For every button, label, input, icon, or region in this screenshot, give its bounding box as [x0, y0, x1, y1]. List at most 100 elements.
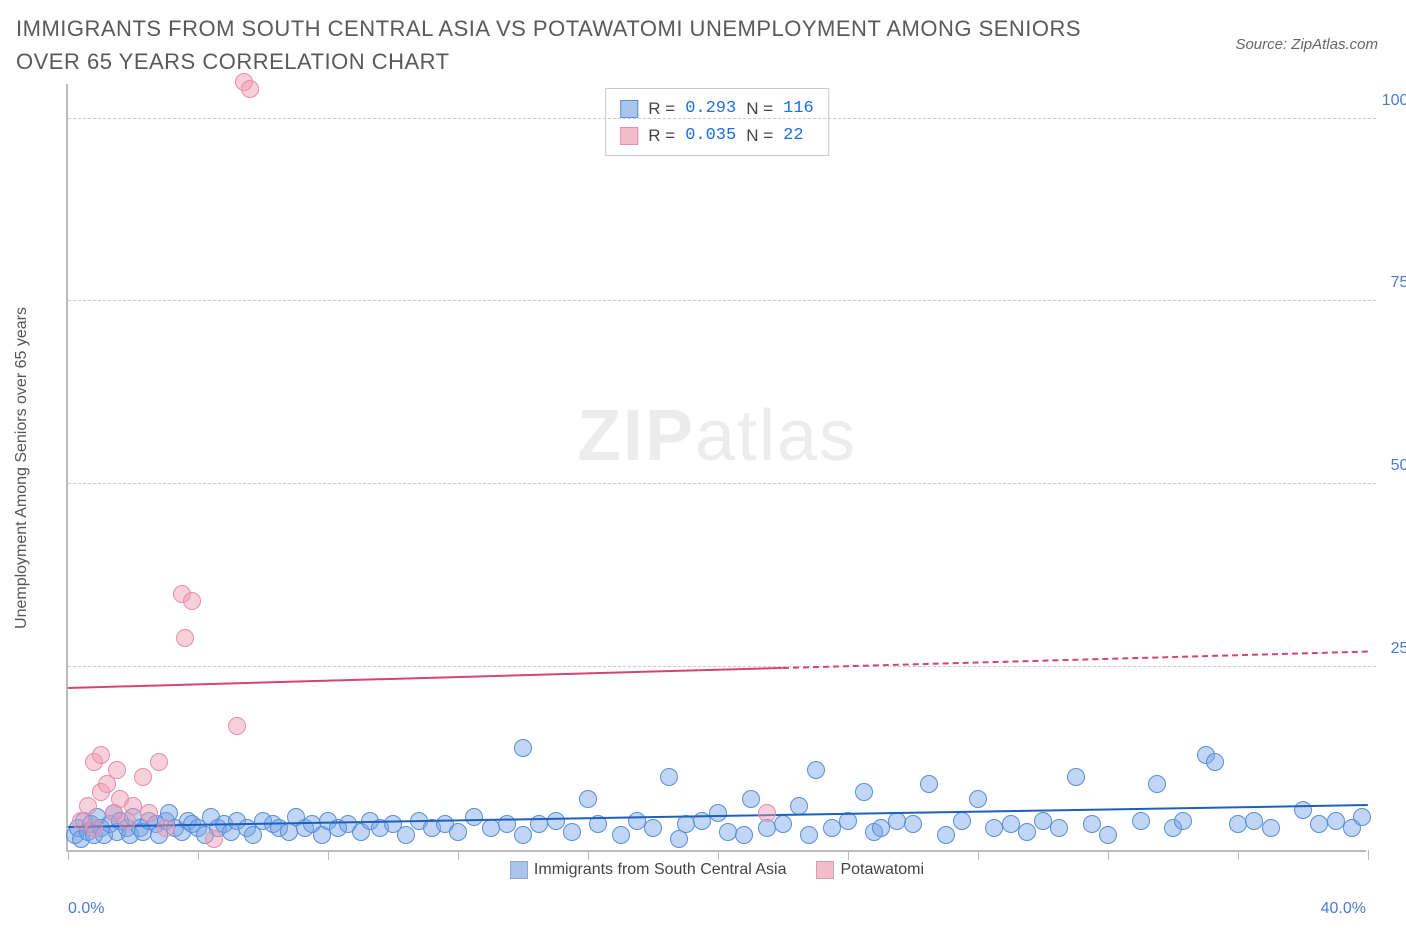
data-point: [677, 815, 695, 833]
stats-row-1: R = 0.035 N = 22: [620, 122, 814, 149]
legend-bottom: Immigrants from South Central Asia Potaw…: [510, 861, 924, 879]
legend-item-1: Potawatomi: [816, 861, 924, 879]
data-point: [1132, 812, 1150, 830]
data-point: [449, 823, 467, 841]
watermark-light: atlas: [695, 396, 857, 476]
data-point: [937, 826, 955, 844]
data-point: [1018, 823, 1036, 841]
data-point: [807, 761, 825, 779]
data-point: [790, 797, 808, 815]
data-point: [1294, 801, 1312, 819]
data-point: [985, 819, 1003, 837]
data-point: [1229, 815, 1247, 833]
data-point: [482, 819, 500, 837]
data-point: [969, 790, 987, 808]
data-point: [1067, 768, 1085, 786]
legend-swatch-0: [510, 861, 528, 879]
scatter-plot: ZIPatlas R = 0.293 N = 116 R = 0.035 N =…: [66, 84, 1366, 852]
data-point: [563, 823, 581, 841]
data-point: [855, 783, 873, 801]
gridline: [68, 666, 1376, 667]
legend-label-1: Potawatomi: [840, 861, 924, 879]
data-point: [514, 739, 532, 757]
x-tick: [1238, 850, 1239, 860]
data-point: [1353, 808, 1371, 826]
x-tick-label-right: 40.0%: [1321, 900, 1366, 918]
legend-swatch-1: [816, 861, 834, 879]
data-point: [547, 812, 565, 830]
data-point: [134, 768, 152, 786]
legend-label-0: Immigrants from South Central Asia: [534, 861, 787, 879]
data-point: [79, 797, 97, 815]
data-point: [514, 826, 532, 844]
data-point: [85, 819, 103, 837]
x-tick-label-left: 0.0%: [68, 900, 104, 918]
data-point: [150, 753, 168, 771]
data-point: [719, 823, 737, 841]
data-point: [904, 815, 922, 833]
data-point: [1310, 815, 1328, 833]
watermark: ZIPatlas: [577, 395, 857, 477]
data-point: [1083, 815, 1101, 833]
stats-legend: R = 0.293 N = 116 R = 0.035 N = 22: [605, 88, 829, 156]
data-point: [465, 808, 483, 826]
data-point: [800, 826, 818, 844]
y-tick-label: 100.0%: [1376, 92, 1406, 110]
data-point: [157, 819, 175, 837]
x-tick: [588, 850, 589, 860]
stats-n-label-1: N =: [746, 122, 773, 149]
data-point: [205, 830, 223, 848]
data-point: [1050, 819, 1068, 837]
trend-line: [68, 667, 783, 689]
data-point: [140, 804, 158, 822]
x-tick: [198, 850, 199, 860]
data-point: [660, 768, 678, 786]
stats-n-value-1: 22: [783, 122, 803, 149]
x-tick: [328, 850, 329, 860]
chart-title: IMMIGRANTS FROM SOUTH CENTRAL ASIA VS PO…: [16, 12, 1146, 78]
legend-item-0: Immigrants from South Central Asia: [510, 861, 787, 879]
stats-r-label-1: R =: [648, 122, 675, 149]
data-point: [1206, 753, 1224, 771]
data-point: [742, 790, 760, 808]
data-point: [872, 819, 890, 837]
y-tick-label: 75.0%: [1376, 274, 1406, 292]
data-point: [774, 815, 792, 833]
data-point: [888, 812, 906, 830]
x-tick: [1108, 850, 1109, 860]
stats-r-value-1: 0.035: [685, 122, 736, 149]
data-point: [758, 804, 776, 822]
data-point: [612, 826, 630, 844]
data-point: [92, 746, 110, 764]
y-tick-label: 25.0%: [1376, 640, 1406, 658]
data-point: [1174, 812, 1192, 830]
data-point: [1148, 775, 1166, 793]
x-tick: [978, 850, 979, 860]
data-point: [108, 761, 126, 779]
x-tick: [718, 850, 719, 860]
x-tick: [848, 850, 849, 860]
data-point: [1262, 819, 1280, 837]
data-point: [953, 812, 971, 830]
y-tick-label: 50.0%: [1376, 457, 1406, 475]
data-point: [397, 826, 415, 844]
stats-swatch-0: [620, 100, 638, 118]
gridline: [68, 300, 1376, 301]
source-label: Source: ZipAtlas.com: [1235, 12, 1378, 53]
data-point: [183, 592, 201, 610]
data-point: [228, 717, 246, 735]
data-point: [579, 790, 597, 808]
data-point: [644, 819, 662, 837]
x-tick: [458, 850, 459, 860]
data-point: [735, 826, 753, 844]
y-axis-label: Unemployment Among Seniors over 65 years: [13, 307, 31, 629]
gridline: [68, 118, 1376, 119]
data-point: [241, 80, 259, 98]
data-point: [920, 775, 938, 793]
stats-swatch-1: [620, 127, 638, 145]
x-tick: [68, 850, 69, 860]
x-tick: [1368, 850, 1369, 860]
data-point: [1099, 826, 1117, 844]
gridline: [68, 483, 1376, 484]
data-point: [709, 804, 727, 822]
